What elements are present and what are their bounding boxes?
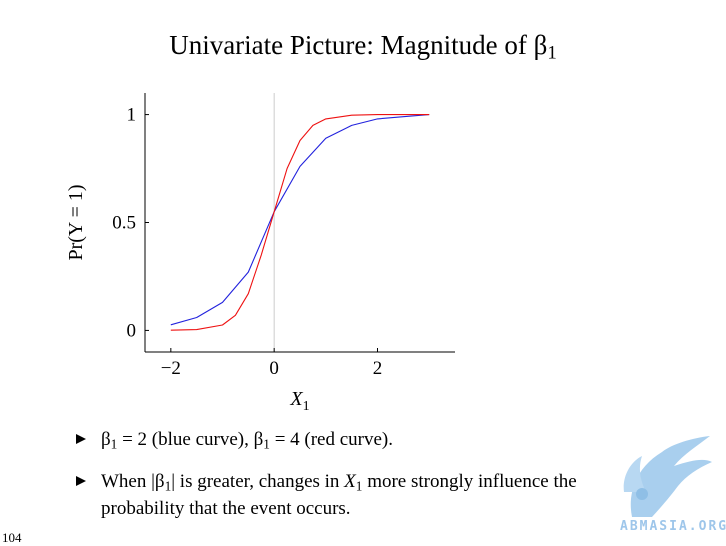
x-tick-label: 0 [269, 358, 279, 379]
bullet-fragment: 1 [355, 478, 363, 494]
bullet-text: β1 = 2 (blue curve), β1 = 4 (red curve). [101, 429, 393, 450]
triangle-bullet-icon [76, 476, 86, 486]
series-line [170, 114, 430, 326]
x-tick-label: −2 [161, 358, 181, 379]
bullet-fragment: = 2 (blue curve), β [117, 429, 264, 450]
logistic-chart: −2 0 2 0 0.5 1 X1 Pr(Y = 1) [65, 93, 455, 414]
watermark-text: ABMASIA.ORG [620, 519, 726, 534]
bullet-fragment: 1 [164, 478, 172, 494]
x-tick-label: 2 [373, 358, 383, 379]
abmasia-logo-icon [623, 436, 712, 517]
y-tick-label: 0 [127, 320, 137, 341]
title-subscript: 1 [547, 42, 557, 64]
bullet-fragment: 1 [263, 436, 270, 452]
bullet-fragment: | is greater, changes in [171, 471, 345, 492]
page-number: 104 [2, 530, 22, 545]
bullet-fragment: 1 [110, 436, 118, 452]
bullet-item: When |β1| is greater, changes in X1 more… [76, 468, 596, 522]
bullet-list: β1 = 2 (blue curve), β1 = 4 (red curve).… [76, 426, 596, 537]
series-line [170, 114, 430, 331]
y-tick-label: 1 [127, 105, 137, 126]
bullet-fragment: When |β [101, 471, 165, 492]
slide-title: Univariate Picture: Magnitude of β1 [0, 30, 726, 64]
x-axis-label: X1 [289, 388, 309, 414]
y-tick-label: 0.5 [112, 213, 136, 234]
bullet-text: When |β1| is greater, changes in X1 more… [101, 471, 577, 519]
title-text: Univariate Picture: Magnitude of β [169, 30, 548, 60]
bullet-item: β1 = 2 (blue curve), β1 = 4 (red curve). [76, 426, 596, 453]
bullet-fragment: β [101, 429, 111, 450]
bullet-fragment: = 4 (red curve). [269, 429, 394, 450]
bullet-fragment: X [344, 471, 356, 492]
triangle-bullet-icon [76, 434, 86, 444]
y-axis-label: Pr(Y = 1) [65, 184, 87, 260]
bullet-fragment: more strongly influence the probability … [101, 471, 577, 519]
